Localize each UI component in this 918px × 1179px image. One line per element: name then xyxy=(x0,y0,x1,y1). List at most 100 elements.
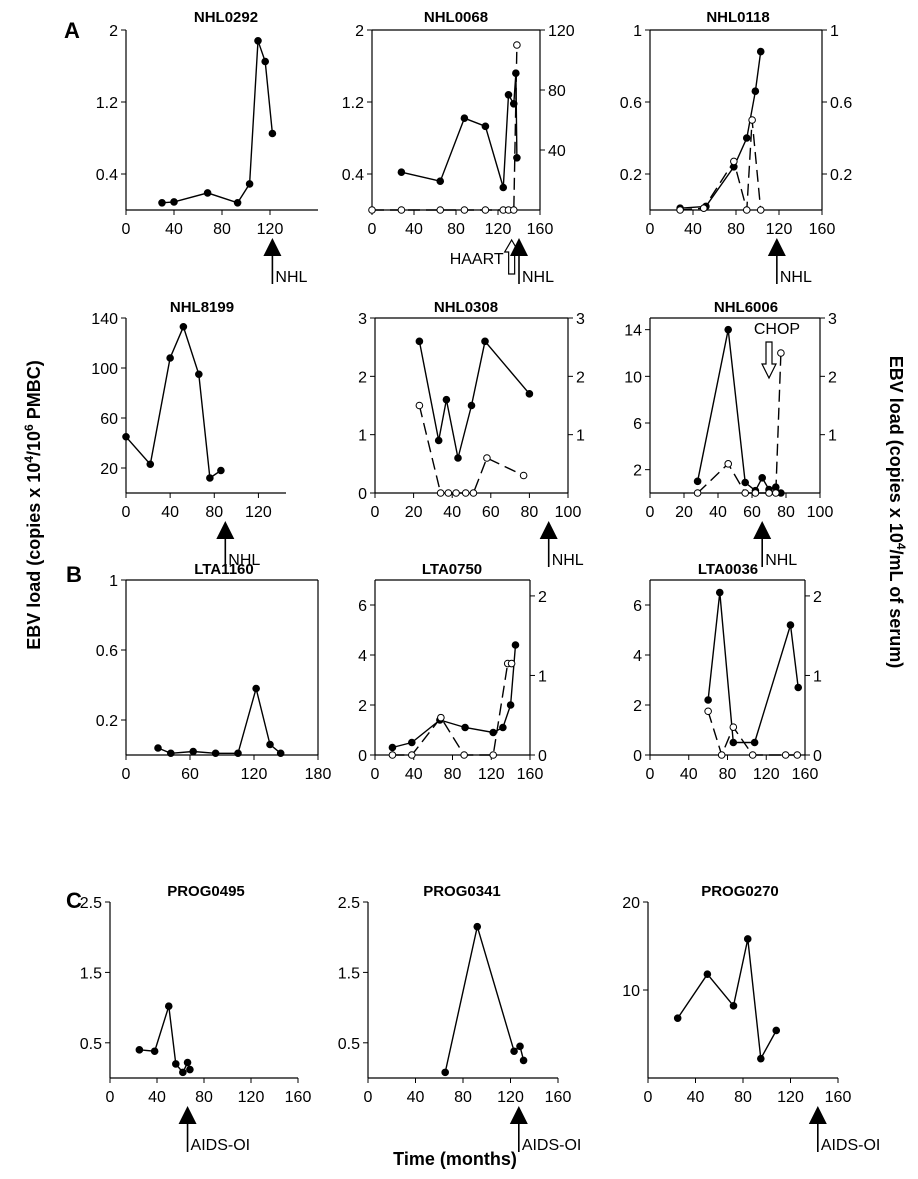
x-tick-label: 120 xyxy=(497,1089,524,1106)
data-point-open xyxy=(730,157,738,166)
y2-tick-label: 80 xyxy=(548,83,566,100)
x-tick-label: 0 xyxy=(122,221,131,238)
event-label: NHL xyxy=(522,269,554,286)
x-tick-label: 80 xyxy=(213,221,231,238)
event-arrow-filled xyxy=(263,238,282,256)
data-point-filled xyxy=(408,738,416,747)
x-tick-label: 20 xyxy=(405,504,423,521)
x-tick-label: 160 xyxy=(285,1089,312,1106)
y-tick-label: 6 xyxy=(633,598,642,615)
data-point-open xyxy=(436,489,445,497)
data-point-filled xyxy=(489,728,497,737)
data-point-filled xyxy=(397,168,406,176)
panel-title: LTA0750 xyxy=(422,561,482,578)
x-tick-label: 120 xyxy=(485,221,512,238)
y-tick-label: 1.2 xyxy=(96,95,118,112)
data-point-filled xyxy=(704,696,712,704)
chart-panel-nhl6006: NHL6006 0 20 40 60 80 100 2 6 10 14 1 2 3 CHOP NHL xyxy=(624,299,837,569)
series-line-pmbc xyxy=(157,685,282,755)
data-point-filled xyxy=(203,189,212,197)
data-point-open xyxy=(756,206,765,214)
x-tick-label: 160 xyxy=(527,221,554,238)
data-point-filled xyxy=(513,154,521,162)
event-label: AIDS-OI xyxy=(191,1137,251,1154)
x-tick-label: 160 xyxy=(825,1089,852,1106)
x-tick-label: 40 xyxy=(407,1089,425,1106)
y-tick-label: 2 xyxy=(109,23,118,40)
data-point-open xyxy=(699,204,708,212)
data-point-open xyxy=(368,206,376,214)
panel-title: LTA0036 xyxy=(698,561,758,578)
event-arrow-open xyxy=(761,341,777,380)
data-point-open xyxy=(444,489,453,497)
data-point-filled xyxy=(481,337,489,346)
y2-tick-label: 40 xyxy=(548,143,566,160)
y2-tick-label: 2 xyxy=(813,589,822,606)
x-tick-label: 60 xyxy=(743,504,761,521)
data-point-filled xyxy=(179,1068,187,1077)
y2-tick-label: 2 xyxy=(576,369,585,386)
data-point-filled xyxy=(442,395,451,404)
x-tick-label: 40 xyxy=(709,504,727,521)
x-tick-label: 0 xyxy=(106,1089,115,1106)
x-tick-label: 120 xyxy=(777,1089,804,1106)
y-tick-label: 14 xyxy=(624,323,642,340)
y-tick-label: 2 xyxy=(358,698,367,715)
data-point-filled xyxy=(135,1046,144,1054)
x-tick-label: 80 xyxy=(205,504,223,521)
x-tick-label: 80 xyxy=(454,1089,472,1106)
y2-tick-label: 1 xyxy=(830,23,839,40)
data-point-filled xyxy=(460,114,469,122)
data-point-filled xyxy=(454,454,462,462)
data-point-open xyxy=(507,659,516,668)
x-tick-label: 120 xyxy=(257,221,284,238)
y-tick-label: 2 xyxy=(633,463,642,480)
y2-tick-label: 2 xyxy=(828,369,837,386)
y-tick-label: 0 xyxy=(358,748,367,765)
data-point-open xyxy=(704,707,712,716)
data-point-open xyxy=(437,713,445,722)
x-tick-label: 60 xyxy=(181,766,199,783)
y2-tick-label: 2 xyxy=(538,589,547,606)
data-point-filled xyxy=(509,100,518,108)
data-point-filled xyxy=(186,1065,194,1074)
data-point-filled xyxy=(794,683,803,692)
data-point-filled xyxy=(499,723,507,732)
data-point-filled xyxy=(234,749,242,758)
data-point-open xyxy=(676,206,684,214)
data-point-filled xyxy=(164,1002,173,1010)
data-point-filled xyxy=(743,935,752,943)
x-tick-label: 120 xyxy=(766,221,793,238)
x-tick-label: 160 xyxy=(517,766,544,783)
data-point-filled xyxy=(217,466,225,475)
y-tick-label: 100 xyxy=(91,361,118,378)
data-point-filled xyxy=(266,740,274,749)
data-point-filled xyxy=(211,749,220,758)
data-point-filled xyxy=(724,325,733,334)
y-tick-label: 0.6 xyxy=(620,95,642,112)
data-point-open xyxy=(388,751,397,759)
y-tick-label: 20 xyxy=(100,461,118,478)
y-tick-label: 10 xyxy=(624,369,642,386)
data-point-filled xyxy=(206,474,214,482)
series-line-pmbc xyxy=(707,592,799,744)
x-tick-label: 120 xyxy=(753,766,780,783)
data-point-filled xyxy=(481,122,490,131)
x-tick-label: 40 xyxy=(684,221,702,238)
chart-panel-nhl0308: NHL0308 0 20 40 60 80 100 0 1 2 3 1 2 3 NHL xyxy=(358,299,585,569)
data-point-filled xyxy=(750,738,759,747)
x-tick-label: 0 xyxy=(646,221,655,238)
y-tick-label: 2 xyxy=(633,698,642,715)
data-point-filled xyxy=(122,432,130,441)
data-point-filled xyxy=(233,199,242,207)
x-tick-label: 0 xyxy=(122,504,131,521)
y-tick-label: 3 xyxy=(358,311,367,328)
data-point-filled xyxy=(511,641,520,649)
y2-tick-label: 1 xyxy=(813,668,822,685)
data-point-open xyxy=(436,206,445,214)
data-point-open xyxy=(460,206,469,214)
data-point-open xyxy=(460,751,468,759)
panel-letter-c: C xyxy=(66,888,82,913)
data-point-filled xyxy=(741,478,750,487)
data-point-open xyxy=(741,489,750,497)
